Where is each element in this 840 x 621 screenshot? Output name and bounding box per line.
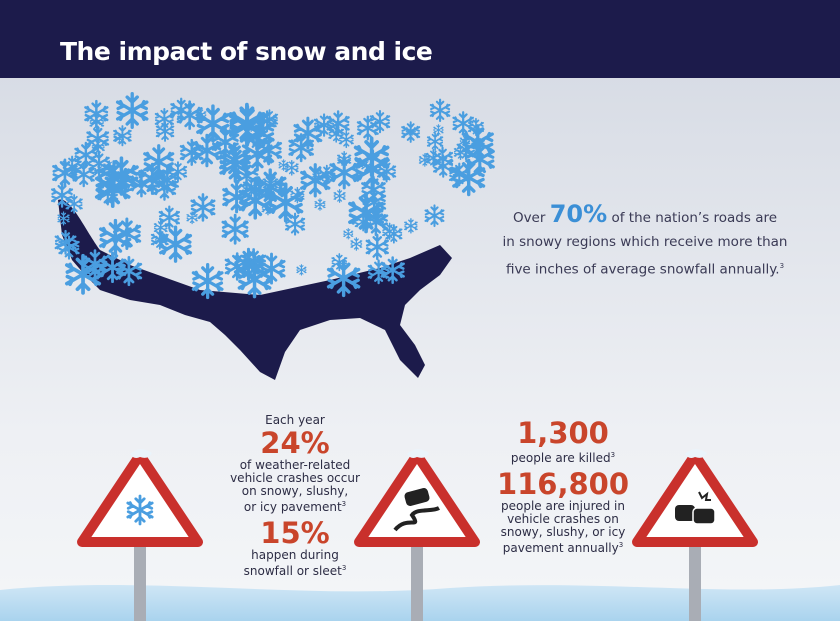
text-line: snowy, slushy, or icy xyxy=(483,526,643,539)
stat-value: 15% xyxy=(260,516,330,550)
footnote: 3 xyxy=(341,564,347,572)
snowflake xyxy=(429,98,451,123)
snowflake xyxy=(179,138,204,167)
text-line: people are killed3 xyxy=(483,449,643,465)
snowflake xyxy=(115,92,149,129)
prefix: Over xyxy=(512,210,546,226)
snowflake xyxy=(424,204,445,228)
snowflake xyxy=(356,115,379,141)
snowflake xyxy=(170,97,193,123)
crash-stat: Each year 24% of weather-related vehicle … xyxy=(215,414,375,514)
injured-stat: 116,800 people are injured in vehicle cra… xyxy=(483,468,643,555)
footnote: 3 xyxy=(610,451,616,459)
intro: Each year xyxy=(265,413,325,427)
snowflake xyxy=(296,264,307,276)
text-line: people are injured in xyxy=(483,500,643,513)
snowflake xyxy=(50,182,74,208)
line-text: people are injured in xyxy=(500,499,625,513)
snowflake xyxy=(158,205,181,230)
text-line: of weather-related xyxy=(215,459,375,472)
line-text: vehicle crashes on xyxy=(507,512,619,526)
line: of the nation’s roads are xyxy=(611,210,778,226)
line-text: snowfall or sleet xyxy=(243,564,342,578)
warning-signs xyxy=(77,449,758,621)
snowflake xyxy=(333,189,346,203)
line: five inches of average snowfall annually… xyxy=(505,261,780,278)
line-text: people are killed xyxy=(510,451,611,465)
snowflake xyxy=(426,132,444,151)
line-text: snowy, slushy, or icy xyxy=(500,525,626,539)
killed-stat: 1,300 people are killed3 xyxy=(483,417,643,465)
line-text: vehicle crashes occur xyxy=(230,471,360,485)
snowflake xyxy=(221,213,249,245)
snowflake xyxy=(404,218,418,234)
header-bar xyxy=(0,0,840,78)
snowflake xyxy=(401,121,421,143)
text-line: happen during xyxy=(215,549,375,562)
text-line: vehicle crashes on xyxy=(483,513,643,526)
snowflake xyxy=(186,211,198,225)
us-map xyxy=(58,199,452,380)
line-text: on snowy, slushy, xyxy=(241,484,349,498)
snowflake xyxy=(314,198,326,211)
line-text: of weather-related xyxy=(239,458,351,472)
snowflake xyxy=(365,233,389,261)
snowflake xyxy=(369,110,391,134)
snowflake xyxy=(453,144,468,161)
page-title: The impact of snow and ice xyxy=(60,37,433,66)
map-stat: Over 70% of the nation’s roads are in sn… xyxy=(490,202,800,282)
footnote: 3 xyxy=(779,262,785,270)
snowflake xyxy=(350,237,363,251)
line: in snowy regions which receive more than xyxy=(502,234,788,250)
line-text: pavement annually xyxy=(502,541,619,555)
text-line: pavement annually3 xyxy=(483,539,643,555)
stat-value: 116,800 xyxy=(496,467,630,501)
stat-value: 24% xyxy=(260,426,330,460)
snowfall-stat: 15% happen during snowfall or sleet3 xyxy=(215,517,375,578)
snowflake xyxy=(113,125,132,147)
snowflake xyxy=(329,155,360,190)
line-text: happen during xyxy=(251,548,339,562)
footnote: 3 xyxy=(341,500,347,508)
snowflake xyxy=(343,228,354,240)
highlight: 70% xyxy=(549,200,608,228)
text-line: snowfall or sleet3 xyxy=(215,562,375,578)
line-text: or icy pavement xyxy=(243,500,342,514)
footnote: 3 xyxy=(618,541,624,549)
text-line: vehicle crashes occur xyxy=(215,472,375,485)
text-line: on snowy, slushy, xyxy=(215,485,375,498)
text-line: or icy pavement3 xyxy=(215,498,375,514)
stat-value: 1,300 xyxy=(517,416,609,450)
